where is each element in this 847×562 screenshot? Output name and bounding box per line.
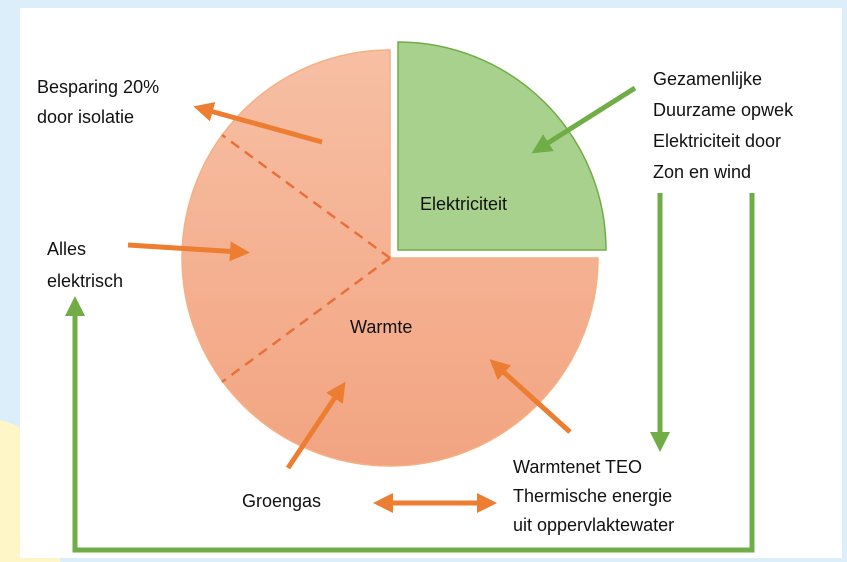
label: Gezamenlijke <box>653 69 762 89</box>
electricity-slice <box>397 41 607 251</box>
label: Warmtenet TEO <box>513 457 642 477</box>
label: uit oppervlaktewater <box>513 515 674 535</box>
arrow <box>127 241 250 262</box>
label: Zon en wind <box>653 162 751 182</box>
label: door isolatie <box>37 107 134 127</box>
dashed-divider <box>221 256 391 384</box>
arrow <box>531 85 637 154</box>
arrow <box>489 359 572 434</box>
arrow <box>285 381 346 470</box>
label: Duurzame opwek <box>653 100 794 120</box>
loop-arrow <box>65 193 755 553</box>
slice-label: Elektriciteit <box>420 194 507 214</box>
label: Thermische energie <box>513 486 672 506</box>
dashed-divider <box>221 133 391 260</box>
label: Elektriciteit door <box>653 131 781 151</box>
slice-label: Warmte <box>350 317 412 337</box>
label: Besparing 20% <box>37 77 159 97</box>
arrow <box>193 102 323 145</box>
label: Alles <box>47 239 86 259</box>
label: elektrisch <box>47 271 123 291</box>
label: Groengas <box>242 491 321 511</box>
